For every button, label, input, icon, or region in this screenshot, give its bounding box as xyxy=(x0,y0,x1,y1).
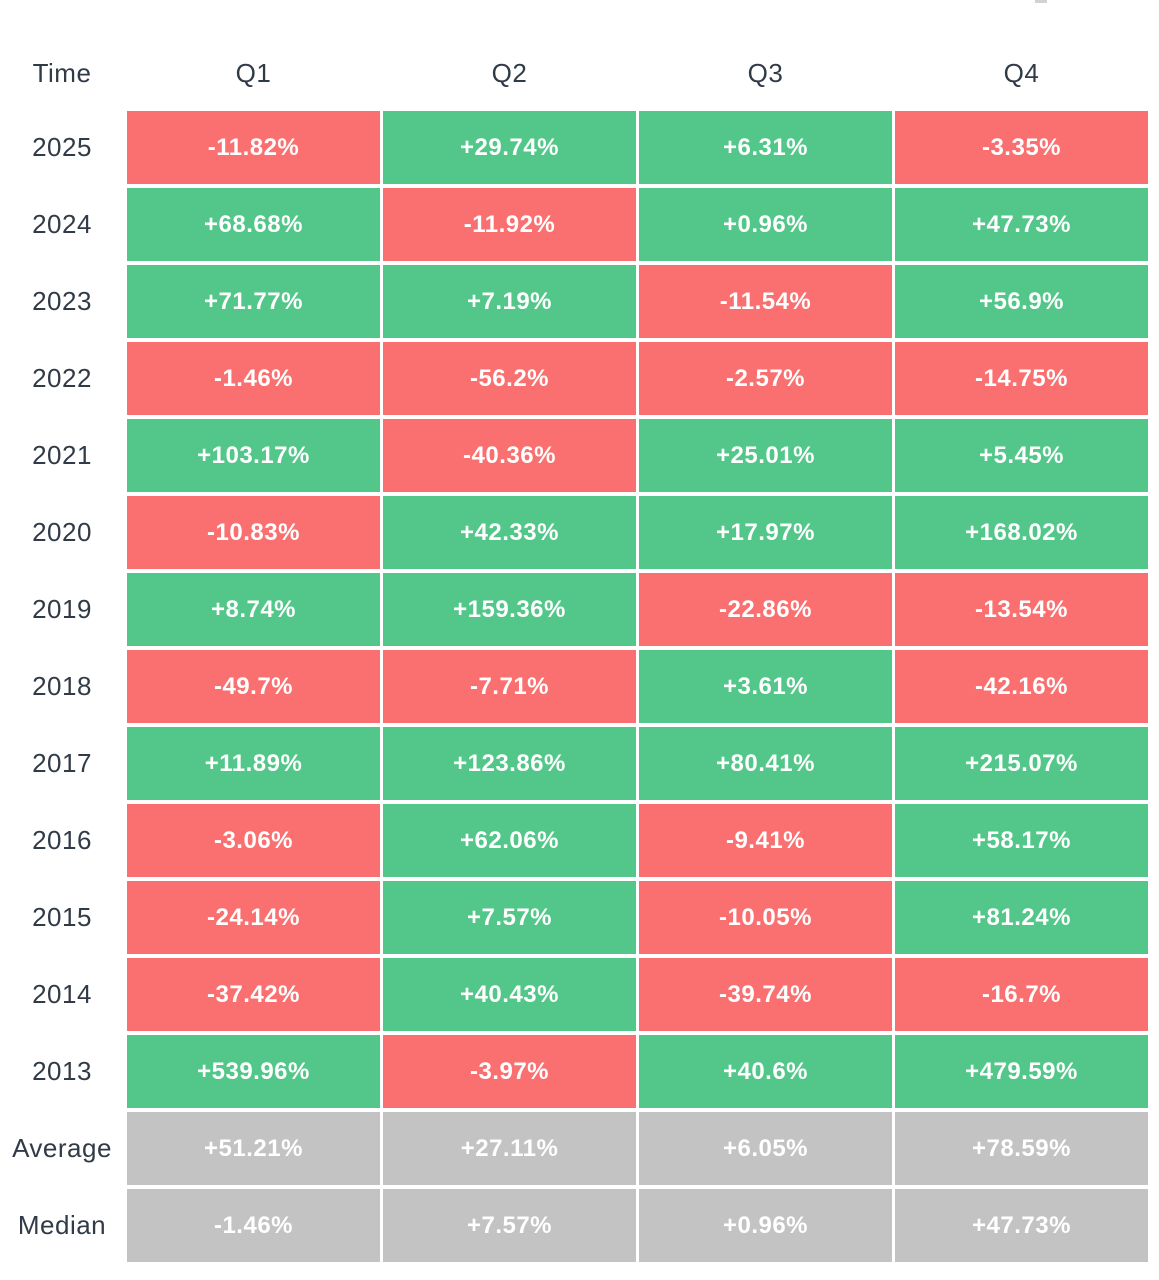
table-row-2021: 2021 +103.17% -40.36% +25.01% +5.45% xyxy=(0,419,1148,492)
return-cell-2021-q3: +25.01% xyxy=(639,419,892,492)
table-row-2016: 2016 -3.06% +62.06% -9.41% +58.17% xyxy=(0,804,1148,877)
return-cell-2019-q3: -22.86% xyxy=(639,573,892,646)
table-row-2017: 2017 +11.89% +123.86% +80.41% +215.07% xyxy=(0,727,1148,800)
table-row-2014: 2014 -37.42% +40.43% -39.74% -16.7% xyxy=(0,958,1148,1031)
column-header-q4: Q4 xyxy=(1003,57,1040,88)
return-cell-2014-q3: -39.74% xyxy=(639,958,892,1031)
return-cell-2014-q4: -16.7% xyxy=(895,958,1148,1031)
column-header-q2: Q2 xyxy=(491,57,528,88)
return-cell-2022-q1: -1.46% xyxy=(127,342,380,415)
return-cell-2022-q2: -56.2% xyxy=(383,342,636,415)
row-label: 2023 xyxy=(32,286,92,316)
table-row-2023: 2023 +71.77% +7.19% -11.54% +56.9% xyxy=(0,265,1148,338)
return-cell-2020-q4: +168.02% xyxy=(895,496,1148,569)
table-row-2019: 2019 +8.74% +159.36% -22.86% -13.54% xyxy=(0,573,1148,646)
row-label: 2014 xyxy=(32,979,92,1009)
return-cell-2023-q2: +7.19% xyxy=(383,265,636,338)
return-cell-2016-q4: +58.17% xyxy=(895,804,1148,877)
table-row-2022: 2022 -1.46% -56.2% -2.57% -14.75% xyxy=(0,342,1148,415)
row-label: 2024 xyxy=(32,209,92,239)
return-cell-2017-q2: +123.86% xyxy=(383,727,636,800)
return-cell-2014-q2: +40.43% xyxy=(383,958,636,1031)
table-row-2020: 2020 -10.83% +42.33% +17.97% +168.02% xyxy=(0,496,1148,569)
return-cell-average-q3: +6.05% xyxy=(639,1112,892,1185)
row-label: Average xyxy=(12,1133,112,1163)
return-cell-2017-q1: +11.89% xyxy=(127,727,380,800)
table-row-2013: 2013 +539.96% -3.97% +40.6% +479.59% xyxy=(0,1035,1148,1108)
row-label: 2016 xyxy=(32,825,92,855)
return-cell-2024-q4: +47.73% xyxy=(895,188,1148,261)
row-label: Median xyxy=(17,1210,107,1240)
return-cell-2021-q2: -40.36% xyxy=(383,419,636,492)
return-cell-2020-q3: +17.97% xyxy=(639,496,892,569)
column-header-time: Time xyxy=(32,57,92,88)
column-header-q1: Q1 xyxy=(235,57,272,88)
row-label: 2021 xyxy=(32,440,92,470)
return-cell-2015-q3: -10.05% xyxy=(639,881,892,954)
return-cell-2025-q4: -3.35% xyxy=(895,111,1148,184)
return-cell-2021-q4: +5.45% xyxy=(895,419,1148,492)
return-cell-2023-q4: +56.9% xyxy=(895,265,1148,338)
return-cell-2025-q2: +29.74% xyxy=(383,111,636,184)
return-cell-2022-q4: -14.75% xyxy=(895,342,1148,415)
return-cell-2018-q3: +3.61% xyxy=(639,650,892,723)
return-cell-median-q1: -1.46% xyxy=(127,1189,380,1262)
row-label: 2015 xyxy=(32,902,92,932)
return-cell-average-q1: +51.21% xyxy=(127,1112,380,1185)
return-cell-2017-q4: +215.07% xyxy=(895,727,1148,800)
return-cell-2023-q1: +71.77% xyxy=(127,265,380,338)
return-cell-2019-q4: -13.54% xyxy=(895,573,1148,646)
return-cell-2014-q1: -37.42% xyxy=(127,958,380,1031)
return-cell-2015-q1: -24.14% xyxy=(127,881,380,954)
column-header-q3: Q3 xyxy=(747,57,784,88)
return-cell-2018-q4: -42.16% xyxy=(895,650,1148,723)
return-cell-2019-q2: +159.36% xyxy=(383,573,636,646)
table-row-average: Average +51.21% +27.11% +6.05% +78.59% xyxy=(0,1112,1148,1185)
return-cell-median-q2: +7.57% xyxy=(383,1189,636,1262)
return-cell-median-q3: +0.96% xyxy=(639,1189,892,1262)
row-label: 2022 xyxy=(32,363,92,393)
scrollbar-thumb-fragment xyxy=(1035,0,1047,3)
row-label: 2017 xyxy=(32,748,92,778)
table-row-2015: 2015 -24.14% +7.57% -10.05% +81.24% xyxy=(0,881,1148,954)
table-row-median: Median -1.46% +7.57% +0.96% +47.73% xyxy=(0,1189,1148,1262)
return-cell-2016-q3: -9.41% xyxy=(639,804,892,877)
table-header-row: Time Q1 Q2 Q3 Q4 xyxy=(0,57,1148,89)
row-label: 2018 xyxy=(32,671,92,701)
return-cell-2019-q1: +8.74% xyxy=(127,573,380,646)
quarterly-returns-table: Time Q1 Q2 Q3 Q4 2025 -11.82% +29.74% +6.31… xyxy=(0,57,1148,1262)
return-cell-2024-q3: +0.96% xyxy=(639,188,892,261)
return-cell-2017-q3: +80.41% xyxy=(639,727,892,800)
table-row-2025: 2025 -11.82% +29.74% +6.31% -3.35% xyxy=(0,111,1148,184)
return-cell-average-q4: +78.59% xyxy=(895,1112,1148,1185)
table-row-2024: 2024 +68.68% -11.92% +0.96% +47.73% xyxy=(0,188,1148,261)
return-cell-2013-q1: +539.96% xyxy=(127,1035,380,1108)
return-cell-2020-q1: -10.83% xyxy=(127,496,380,569)
return-cell-2013-q2: -3.97% xyxy=(383,1035,636,1108)
row-label: 2019 xyxy=(32,594,92,624)
return-cell-2016-q2: +62.06% xyxy=(383,804,636,877)
return-cell-2025-q3: +6.31% xyxy=(639,111,892,184)
return-cell-2020-q2: +42.33% xyxy=(383,496,636,569)
table-body: 2025 -11.82% +29.74% +6.31% -3.35% 2024 +68.68… xyxy=(0,111,1148,1262)
return-cell-2021-q1: +103.17% xyxy=(127,419,380,492)
return-cell-2018-q2: -7.71% xyxy=(383,650,636,723)
return-cell-2025-q1: -11.82% xyxy=(127,111,380,184)
row-label: 2025 xyxy=(32,132,92,162)
return-cell-2013-q4: +479.59% xyxy=(895,1035,1148,1108)
return-cell-2013-q3: +40.6% xyxy=(639,1035,892,1108)
return-cell-average-q2: +27.11% xyxy=(383,1112,636,1185)
row-label: 2013 xyxy=(32,1056,92,1086)
return-cell-2015-q2: +7.57% xyxy=(383,881,636,954)
return-cell-median-q4: +47.73% xyxy=(895,1189,1148,1262)
table-row-2018: 2018 -49.7% -7.71% +3.61% -42.16% xyxy=(0,650,1148,723)
return-cell-2018-q1: -49.7% xyxy=(127,650,380,723)
return-cell-2015-q4: +81.24% xyxy=(895,881,1148,954)
return-cell-2024-q1: +68.68% xyxy=(127,188,380,261)
return-cell-2016-q1: -3.06% xyxy=(127,804,380,877)
return-cell-2022-q3: -2.57% xyxy=(639,342,892,415)
row-label: 2020 xyxy=(32,517,92,547)
return-cell-2023-q3: -11.54% xyxy=(639,265,892,338)
return-cell-2024-q2: -11.92% xyxy=(383,188,636,261)
